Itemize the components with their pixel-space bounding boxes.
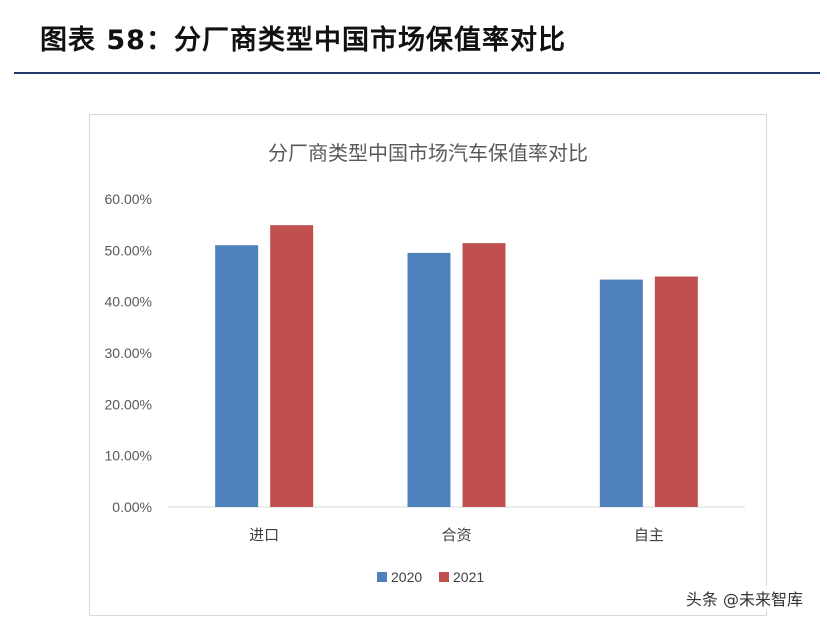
x-axis: 进口 合资 自主 xyxy=(249,526,664,544)
y-tick-label: 40.00% xyxy=(105,294,152,310)
bars-group xyxy=(215,225,698,507)
legend: 2020 2021 xyxy=(377,569,484,585)
y-tick-label: 0.00% xyxy=(112,499,152,515)
x-category-label: 自主 xyxy=(634,526,664,544)
bar-2020-2 xyxy=(599,279,643,507)
chart-container: 分厂商类型中国市场汽车保值率对比 0.00% 10.00% 20.00% 30.00%… xyxy=(89,114,767,616)
bar-chart: 分厂商类型中国市场汽车保值率对比 0.00% 10.00% 20.00% 30.00%… xyxy=(105,141,745,585)
y-axis: 0.00% 10.00% 20.00% 30.00% 40.00% 50.00% 60.00… xyxy=(105,191,152,515)
y-tick-label: 20.00% xyxy=(105,396,152,412)
bar-2021-1 xyxy=(462,243,506,507)
bar-2021-2 xyxy=(654,276,698,507)
bar-2020-0 xyxy=(215,245,259,507)
x-category-label: 合资 xyxy=(441,526,471,544)
title-divider xyxy=(14,72,820,74)
page-title: 图表 58：分厂商类型中国市场保值率对比 xyxy=(40,25,566,56)
chart-title: 分厂商类型中国市场汽车保值率对比 xyxy=(268,141,588,165)
y-tick-label: 50.00% xyxy=(105,242,152,258)
legend-label: 2021 xyxy=(453,569,484,585)
y-tick-label: 60.00% xyxy=(105,191,152,207)
y-tick-label: 30.00% xyxy=(105,345,152,361)
y-tick-label: 10.00% xyxy=(105,448,152,464)
legend-swatch xyxy=(439,572,449,582)
legend-swatch xyxy=(377,572,387,582)
bar-2021-0 xyxy=(270,225,314,507)
legend-label: 2020 xyxy=(391,569,422,585)
watermark: 头条 @未来智库 xyxy=(681,586,807,610)
x-category-label: 进口 xyxy=(249,526,279,544)
bar-2020-1 xyxy=(407,252,451,507)
